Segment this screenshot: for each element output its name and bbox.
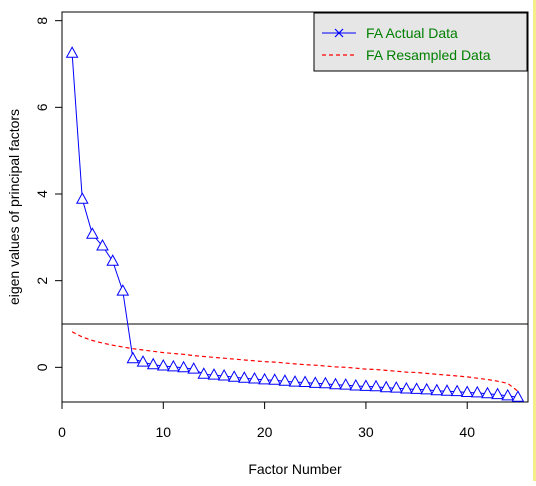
- data-point-triangle: [420, 382, 434, 395]
- data-point-triangle: [65, 46, 79, 58]
- data-point-triangle: [369, 379, 383, 392]
- data-point-triangle: [278, 374, 292, 386]
- data-point-triangle: [339, 378, 353, 390]
- data-point-triangle: [481, 386, 494, 399]
- legend-label: FA Actual Data: [366, 25, 458, 41]
- data-point-triangle: [470, 385, 484, 398]
- data-point-triangle: [501, 388, 515, 401]
- data-point-triangle: [116, 284, 130, 296]
- x-tick-label: 10: [156, 424, 172, 440]
- y-tick-label: 6: [34, 103, 50, 111]
- data-point-triangle: [106, 254, 120, 266]
- data-point-triangle: [349, 378, 363, 391]
- data-point-triangle: [298, 375, 312, 387]
- data-point-triangle: [400, 381, 413, 394]
- series-actual-line: [71, 53, 518, 398]
- y-tick-label: 0: [34, 363, 50, 371]
- x-axis-label: Factor Number: [248, 461, 342, 477]
- legend-box: [313, 12, 528, 72]
- x-tick-label: 0: [58, 424, 66, 440]
- legend-label: FA Resampled Data: [366, 47, 491, 63]
- series-resampled-line: [71, 331, 519, 392]
- data-point-triangle: [75, 192, 89, 204]
- data-point-triangle: [237, 371, 251, 383]
- data-point-triangle: [197, 367, 211, 379]
- data-point-triangle: [187, 362, 201, 374]
- data-point-triangle: [258, 372, 271, 385]
- data-point-triangle: [156, 358, 170, 371]
- data-point-triangle: [329, 377, 342, 390]
- data-point-triangle: [167, 359, 180, 372]
- data-point-triangle: [96, 238, 109, 251]
- plot-frame: [61, 11, 529, 403]
- legend-marker-x: [334, 28, 344, 38]
- data-point-triangle: [430, 383, 444, 396]
- data-point-triangle: [308, 376, 322, 388]
- data-point-triangle: [227, 370, 241, 382]
- data-point-triangle: [288, 375, 302, 387]
- data-point-triangle: [177, 360, 190, 373]
- y-tick-label: 4: [34, 190, 50, 198]
- data-point-triangle: [126, 351, 140, 364]
- data-point-triangle: [410, 382, 423, 394]
- data-point-triangle: [268, 373, 282, 385]
- y-tick-label: 2: [34, 277, 50, 285]
- data-point-triangle: [511, 390, 525, 402]
- y-axis-label: eigen values of principal factors: [6, 109, 22, 305]
- data-point-triangle: [440, 384, 454, 396]
- data-point-triangle: [136, 355, 150, 367]
- data-point-triangle: [491, 387, 504, 400]
- data-point-triangle: [319, 376, 332, 389]
- data-point-triangle: [86, 227, 99, 239]
- data-point-triangle: [217, 368, 231, 381]
- x-tick-label: 40: [459, 424, 475, 440]
- x-tick-label: 30: [358, 424, 374, 440]
- data-point-triangle: [146, 357, 160, 370]
- data-point-triangle: [460, 385, 474, 397]
- data-point-triangle: [359, 379, 373, 391]
- x-tick-label: 20: [257, 424, 273, 440]
- data-point-triangle: [248, 371, 261, 384]
- data-point-triangle: [450, 384, 464, 397]
- data-point-triangle: [379, 380, 393, 393]
- data-point-triangle: [207, 368, 221, 380]
- data-point-triangle: [389, 381, 403, 393]
- y-tick-label: 8: [34, 17, 50, 25]
- window-edge-stripe: [533, 0, 536, 481]
